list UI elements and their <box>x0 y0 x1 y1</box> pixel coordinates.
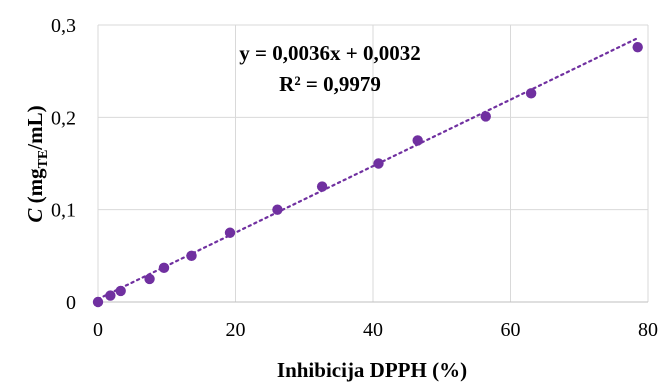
y-axis-title-unit-start: (mg <box>23 168 47 209</box>
y-tick-label-0: 0 <box>66 292 76 314</box>
data-point-5 <box>186 250 197 262</box>
y-axis-ticks: 0 0,1 0,2 0,3 <box>51 15 76 314</box>
r-squared-label: R² = 0,9979 <box>279 72 381 96</box>
data-point-0 <box>92 296 104 308</box>
data-point-6 <box>224 227 236 238</box>
data-point-10 <box>412 135 423 146</box>
data-point-11 <box>480 111 491 122</box>
trendline-equation: y = 0,0036x + 0,0032 <box>239 41 420 65</box>
data-points <box>92 41 643 308</box>
y-axis-title-variable: C <box>23 208 47 223</box>
y-tick-label-2: 0,2 <box>51 107 76 129</box>
y-axis-title-unit-end: /mL) <box>23 105 47 150</box>
data-point-1 <box>105 290 116 301</box>
data-point-2 <box>115 285 126 297</box>
y-tick-label-1: 0,1 <box>51 200 76 222</box>
data-point-7 <box>272 204 283 215</box>
x-tick-label-4: 80 <box>638 319 658 341</box>
data-point-9 <box>373 158 384 169</box>
x-tick-label-1: 20 <box>226 319 246 341</box>
data-point-13 <box>632 41 643 53</box>
x-tick-label-2: 40 <box>363 319 383 341</box>
data-point-12 <box>525 88 537 99</box>
y-tick-label-3: 0,3 <box>51 15 76 37</box>
y-axis-title: C (mgTE/mL) <box>23 105 51 222</box>
data-point-4 <box>158 262 170 274</box>
data-point-3 <box>144 273 155 285</box>
x-tick-label-0: 0 <box>93 319 103 341</box>
y-axis-title-subscript: TE <box>36 150 51 169</box>
data-point-8 <box>316 181 328 192</box>
gridlines <box>97 24 649 302</box>
x-tick-label-3: 60 <box>501 319 521 341</box>
x-axis-title: Inhibicija DPPH (%) <box>277 358 467 382</box>
x-axis-ticks: 0 20 40 60 80 <box>93 319 658 341</box>
